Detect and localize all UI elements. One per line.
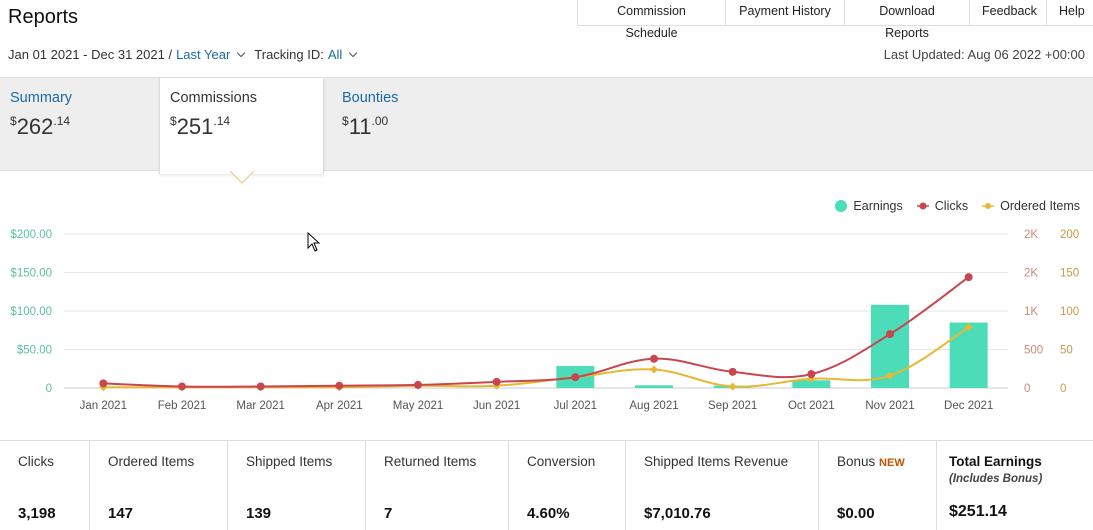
tracking-label: Tracking ID: [254,47,324,62]
tab-bounties[interactable]: Bounties $11.00 [332,78,472,171]
mouse-cursor-icon [307,232,321,252]
clicks-point [728,367,737,376]
stat-returned-items: Returned Items 7 [366,441,509,530]
tab-amount: $262.14 [10,114,71,139]
period-dropdown[interactable]: Last Year [176,47,231,62]
ordered-items-point [728,382,737,391]
active-tab-caret-icon [230,171,254,184]
tracking-dropdown[interactable]: All [327,47,343,62]
left-axis-tick-label: $150.00 [10,268,52,280]
nav-help[interactable]: Help [1046,0,1093,26]
right-axis-clicks-tick-label: 0 [1024,383,1030,395]
right-axis-clicks-tick-label: 1K [1024,306,1038,318]
x-axis-tick-label: Apr 2021 [316,400,363,412]
earnings-bar [792,380,831,388]
stat-shipped-items: Shipped Items 139 [228,441,366,530]
legend-clicks[interactable]: Clicks [916,199,968,213]
stat-conversion: Conversion 4.60% [509,441,626,530]
tab-label: Summary [10,90,73,106]
stats-bar: Clicks 3,198 Ordered Items 147 Shipped Ite… [0,440,1093,530]
x-axis-tick-label: Jan 2021 [80,400,127,412]
new-badge: NEW [879,457,905,469]
nav-download-reports[interactable]: Download Reports [844,0,969,40]
right-axis-clicks-tick-label: 2K [1024,268,1038,280]
right-axis-items-tick-label: 200 [1060,229,1079,241]
nav-commission-schedule[interactable]: Commission Schedule [577,0,725,40]
earnings-chart: $200.00 2K 200 $150.00 2K 150 $100.00 1K 100 $50.… [10,229,1079,412]
right-axis-clicks-tick-label: 500 [1024,345,1043,357]
nav-feedback[interactable]: Feedback [969,0,1046,26]
clicks-point [650,354,658,363]
summary-tabs: Summary $262.14 Commissions $251.14 Boun… [0,77,1093,174]
x-axis-tick-label: Oct 2021 [788,400,835,412]
tab-amount: $11.00 [342,114,389,139]
x-axis-tick-label: Sep 2021 [708,400,757,412]
right-axis-items-tick-label: 150 [1060,268,1079,280]
tab-commissions[interactable]: Commissions $251.14 [159,78,324,174]
stat-total-earnings: Total Earnings (Includes Bonus) $251.14 [949,454,1043,520]
x-axis-tick-label: Feb 2021 [158,400,207,412]
stat-clicks: Clicks 3,198 [0,441,90,530]
tab-amount: $251.14 [170,114,231,139]
x-axis-tick-label: Dec 2021 [944,400,993,412]
tab-label: Bounties [342,90,399,106]
left-axis-tick-label: $100.00 [10,306,52,318]
tab-label: Commissions [170,90,258,106]
ordered-items-point [964,323,973,332]
left-axis-tick-label: 0 [46,383,52,395]
clicks-point [335,381,344,390]
stat-bonus: Bonus NEW $0.00 [819,441,937,530]
clicks-point [964,273,973,282]
clicks-point [414,380,422,389]
clicks-point [571,373,580,382]
clicks-point [886,330,894,339]
ordered-items-point [650,365,658,374]
ordered-items-point [886,371,894,380]
clicks-swatch-icon [916,202,929,210]
ordered-items-line [103,326,970,389]
x-axis-tick-label: Mar 2021 [236,400,285,412]
legend-earnings[interactable]: Earnings [835,199,903,213]
right-axis-items-tick-label: 100 [1060,306,1079,318]
top-nav: Commission Schedule Payment History Down… [577,0,1093,40]
left-axis-tick-label: $50.00 [17,345,52,357]
legend-ordered-items[interactable]: Ordered Items [982,199,1080,213]
clicks-line [103,276,970,388]
clicks-point [807,370,816,379]
page-title: Reports [8,6,79,28]
earnings-bar [949,322,988,388]
right-axis-items-tick-label: 50 [1060,345,1073,357]
stat-shipped-items-revenue: Shipped Items Revenue $7,010.76 [626,441,819,530]
ordered-items-swatch-icon [982,203,995,209]
clicks-point [256,382,265,391]
x-axis-tick-label: Aug 2021 [629,400,678,412]
tab-summary[interactable]: Summary $262.14 [0,78,160,171]
stat-ordered-items: Ordered Items 147 [90,441,228,530]
chart-legend: Earnings Clicks Ordered Items [821,199,1080,213]
date-range-label: Jan 01 2021 - Dec 31 2021 / [8,47,173,62]
x-axis-tick-label: Jun 2021 [473,400,520,412]
clicks-point [99,379,108,388]
last-updated: Last Updated: Aug 06 2022 +00:00 [883,47,1085,62]
chevron-down-icon[interactable] [349,48,358,58]
filter-bar: Jan 01 2021 - Dec 31 2021 / Last Year Tr… [8,47,366,62]
earnings-swatch-icon [835,200,848,212]
x-axis-tick-label: May 2021 [393,400,444,412]
x-axis-tick-label: Jul 2021 [554,400,597,412]
clicks-point [178,382,186,391]
right-axis-clicks-tick-label: 2K [1024,229,1038,241]
x-axis-tick-label: Nov 2021 [865,400,914,412]
chevron-down-icon[interactable] [237,48,246,58]
right-axis-items-tick-label: 0 [1060,383,1066,395]
left-axis-tick-label: $200.00 [10,229,52,241]
clicks-point [492,377,501,386]
nav-payment-history[interactable]: Payment History [725,0,844,26]
earnings-bar [635,385,673,388]
